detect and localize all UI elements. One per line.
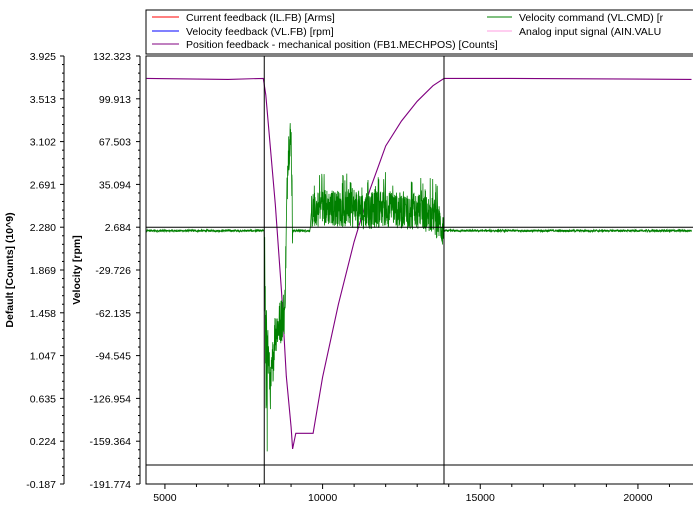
left-tick-label: -0.187 — [26, 479, 56, 491]
overlay-layer — [146, 56, 693, 484]
right-axis-title: Velocity [rpm] — [71, 235, 83, 304]
left-tick-label: 2.280 — [30, 222, 56, 234]
left-tick-label: 3.513 — [30, 94, 56, 106]
left-tick-label: 1.458 — [30, 308, 56, 320]
legend-label-analog-input: Analog input signal (AIN.VALU — [519, 26, 661, 38]
right-tick-label: -159.364 — [90, 436, 132, 448]
x-tick-label: 10000 — [308, 492, 337, 504]
legend-entry-current: Current feedback (IL.FB) [Arms] — [152, 12, 335, 24]
legend-box — [145, 9, 693, 55]
x-tick-label: 15000 — [466, 492, 495, 504]
left-tick-label: 2.691 — [30, 179, 56, 191]
right-tick-label: 35.094 — [99, 179, 131, 191]
right-tick-label: 132.323 — [93, 51, 131, 63]
series-layer — [146, 77, 692, 452]
left-tick-label: 1.047 — [30, 351, 56, 363]
left-tick-label: 0.635 — [30, 393, 56, 405]
x-tick-label: 5000 — [153, 492, 177, 504]
right-axis-ticks: 132.323 99.913 67.503 35.094 2.684 -29.726 -62… — [90, 51, 140, 491]
right-tick-label: 2.684 — [105, 222, 131, 234]
right-tick-label: -191.774 — [90, 479, 132, 491]
legend-label-current: Current feedback (IL.FB) [Arms] — [186, 12, 335, 24]
x-axis-ticks: 5000 10000 15000 20000 — [153, 484, 670, 504]
plot-frame — [145, 55, 693, 485]
right-tick-label: 99.913 — [99, 94, 131, 106]
left-tick-label: 3.102 — [30, 137, 56, 149]
right-tick-label: -29.726 — [95, 265, 131, 277]
right-tick-label: -62.135 — [95, 308, 131, 320]
legend-entry-velocity-command: Velocity command (VL.CMD) [r — [487, 12, 664, 24]
legend-entry-velocity-feedback: Velocity feedback (VL.FB) [rpm] — [152, 26, 334, 38]
left-axis-title: Default [Counts] (10^9) — [4, 212, 16, 327]
left-axis-ticks: 3.925 3.513 3.102 2.691 2.280 1.869 1.458 1.047… — [26, 51, 64, 491]
series-line-1 — [146, 123, 692, 452]
right-tick-label: -126.954 — [90, 393, 132, 405]
left-tick-label: 1.869 — [30, 265, 56, 277]
legend-label-velocity-feedback: Velocity feedback (VL.FB) [rpm] — [186, 26, 334, 38]
legend-entry-analog-input: Analog input signal (AIN.VALU — [487, 26, 661, 38]
x-tick-label: 20000 — [623, 492, 652, 504]
series-line-0 — [146, 77, 692, 450]
legend-label-velocity-command: Velocity command (VL.CMD) [r — [519, 12, 664, 24]
legend-entry-position-feedback: Position feedback - mechanical position … — [152, 39, 498, 51]
right-tick-label: -94.545 — [95, 351, 131, 363]
left-tick-label: 3.925 — [30, 51, 56, 63]
legend-label-position-feedback: Position feedback - mechanical position … — [186, 39, 498, 51]
left-tick-label: 0.224 — [30, 436, 56, 448]
right-tick-label: 67.503 — [99, 137, 131, 149]
